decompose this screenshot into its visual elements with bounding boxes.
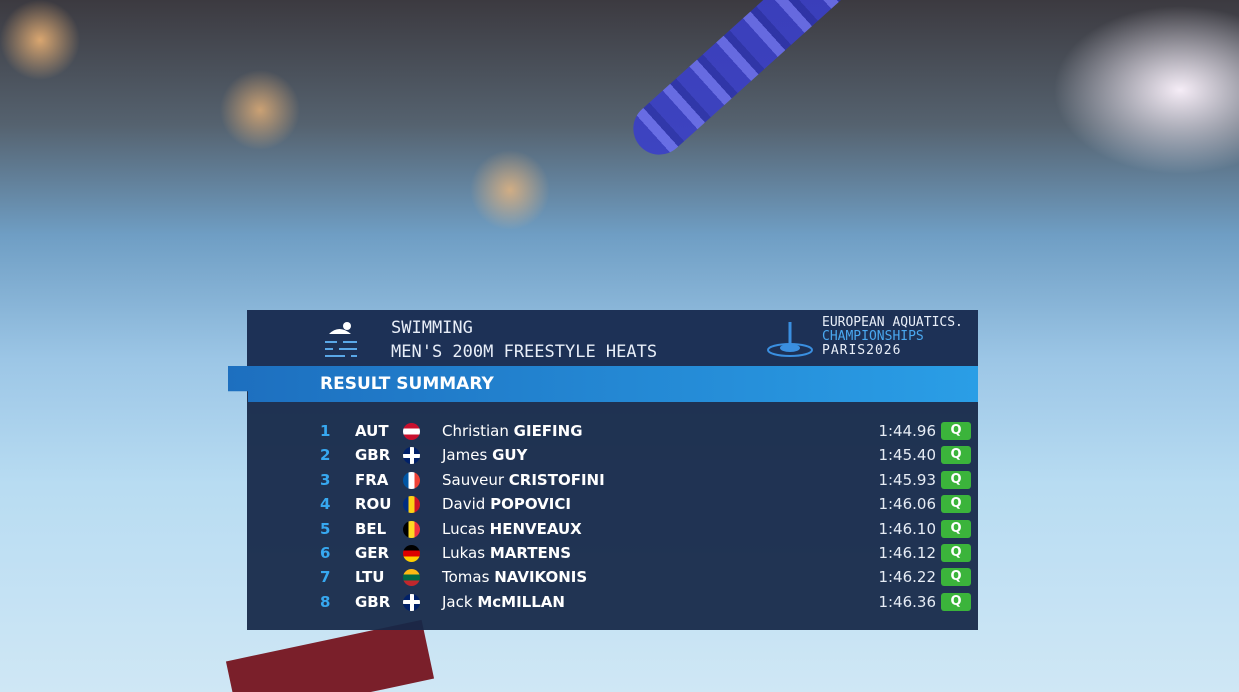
table-title: RESULT SUMMARY	[320, 374, 494, 394]
last-name: POPOVICI	[490, 495, 571, 514]
athlete-name: Lukas MARTENS	[442, 544, 571, 562]
event: MEN'S 200M FREESTYLE HEATS	[391, 342, 658, 362]
country: ROU	[355, 495, 392, 514]
country: LTU	[355, 568, 385, 587]
status-badge: Q	[941, 519, 971, 538]
time: 1:46.06	[878, 495, 936, 514]
header: SWIMMING MEN'S 200M FREESTYLE HEATS EURO…	[247, 310, 978, 366]
athlete-name: James GUY	[442, 446, 527, 464]
athlete-name: David POPOVICI	[442, 495, 571, 513]
country: BEL	[355, 519, 387, 538]
status-badge: Q	[941, 446, 971, 465]
first-name: Christian	[442, 422, 509, 440]
flag	[403, 496, 420, 514]
logo-icon	[767, 322, 813, 357]
lane-rope	[622, 0, 1119, 166]
result-panel: SWIMMING MEN'S 200M FREESTYLE HEATS EURO…	[247, 310, 978, 630]
status-badge: Q	[941, 592, 971, 611]
first-name: James	[442, 446, 488, 465]
last-name: NAVIKONIS	[494, 568, 588, 587]
title-band: RESULT SUMMARY	[228, 366, 978, 402]
time: 1:46.36	[878, 592, 936, 611]
athlete-name: Jack McMILLAN	[442, 593, 565, 611]
flag	[403, 593, 420, 611]
athlete-name: Christian GIEFING	[442, 422, 583, 440]
result-row: 3 FRA Sauveur CRISTOFINI 1:45.93 Q	[247, 468, 978, 492]
first-name: Lucas	[442, 519, 485, 538]
athlete-name: Lucas HENVEAUX	[442, 520, 582, 538]
first-name: Sauveur	[442, 470, 504, 489]
country: AUT	[355, 422, 389, 440]
result-row: 1 AUT Christian GIEFING 1:44.96 Q	[247, 419, 978, 443]
flag	[403, 423, 420, 440]
status-badge: Q	[941, 568, 971, 587]
flag	[403, 471, 420, 489]
first-name: Tomas	[442, 568, 490, 587]
last-name: GUY	[492, 446, 528, 465]
rank: 5	[320, 519, 331, 538]
first-name: Jack	[442, 592, 473, 611]
last-name: McMILLAN	[477, 592, 565, 611]
result-row: 4 ROU David POPOVICI 1:46.06 Q	[247, 492, 978, 516]
logo-text: EUROPEAN AQUATICS.	[822, 315, 963, 330]
status-badge: Q	[941, 422, 971, 440]
rank: 7	[320, 568, 331, 587]
time: 1:46.22	[878, 568, 936, 587]
status-badge: Q	[941, 495, 971, 514]
country: GBR	[355, 446, 391, 465]
athlete-name: Tomas NAVIKONIS	[442, 568, 587, 586]
country: FRA	[355, 470, 389, 489]
flag	[403, 545, 420, 562]
rank: 3	[320, 470, 331, 489]
rank: 8	[320, 592, 331, 611]
time: 1:46.12	[878, 544, 936, 562]
rank: 1	[320, 422, 331, 440]
swim-icon	[325, 322, 357, 357]
result-row: 7 LTU Tomas NAVIKONIS 1:46.22 Q	[247, 565, 978, 589]
flag	[403, 520, 420, 538]
status-badge: Q	[941, 544, 971, 562]
last-name: MARTENS	[489, 544, 572, 562]
time: 1:45.40	[878, 446, 936, 465]
first-name: Lukas	[442, 544, 486, 562]
result-row: 6 GER Lukas MARTENS 1:46.12 Q	[247, 541, 978, 565]
time: 1:46.10	[878, 519, 936, 538]
lane-rope	[225, 619, 435, 692]
rank: 4	[320, 495, 331, 514]
sport: SWIMMING	[391, 318, 473, 338]
time: 1:45.93	[878, 470, 936, 489]
time: 1:44.96	[878, 422, 936, 440]
country: GBR	[355, 592, 391, 611]
logo-text: CHAMPIONSHIPS	[822, 329, 924, 344]
first-name: David	[442, 495, 486, 514]
last-name: HENVEAUX	[489, 519, 582, 538]
result-row: 2 GBR James GUY 1:45.40 Q	[247, 443, 978, 467]
rank: 2	[320, 446, 331, 465]
result-row: 8 GBR Jack McMILLAN 1:46.36 Q	[247, 590, 978, 614]
athlete-name: Sauveur CRISTOFINI	[442, 471, 605, 489]
country: GER	[355, 544, 390, 562]
flag	[403, 569, 420, 587]
status-badge: Q	[941, 470, 971, 489]
result-row: 5 BEL Lucas HENVEAUX 1:46.10 Q	[247, 517, 978, 541]
flag	[403, 447, 420, 465]
rank: 6	[320, 544, 331, 562]
logo-text: PARIS2026	[822, 343, 902, 358]
last-name: CRISTOFINI	[508, 470, 605, 489]
last-name: GIEFING	[513, 422, 583, 440]
